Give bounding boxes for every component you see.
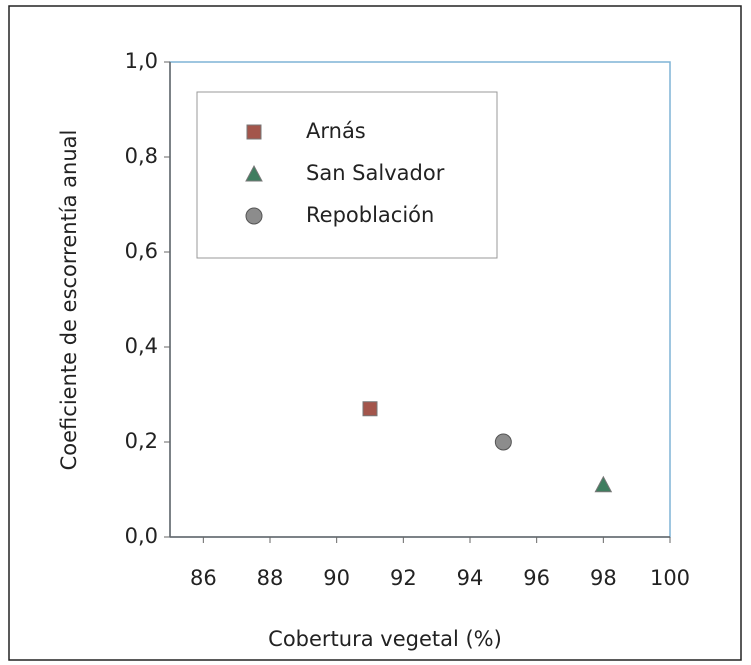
marker-triangle (245, 164, 263, 182)
legend-label: Repoblación (306, 203, 434, 227)
x-axis-label: Cobertura vegetal (%) (268, 627, 502, 651)
y-tick-label: 0,0 (125, 524, 158, 548)
legend-label: Arnás (306, 119, 366, 143)
y-tick-label: 0,2 (125, 429, 158, 453)
y-tick-label: 0,6 (125, 239, 158, 263)
marker-square (362, 401, 378, 417)
marker-square (246, 124, 262, 140)
marker-circle (245, 207, 263, 225)
y-tick-label: 0,8 (125, 144, 158, 168)
x-tick-label: 88 (257, 566, 284, 590)
x-tick-label: 92 (390, 566, 417, 590)
legend-box (196, 91, 498, 259)
y-tick-label: 1,0 (125, 49, 158, 73)
y-axis-label: Coeficiente de escorrentía anual (57, 130, 81, 471)
marker-triangle (594, 475, 613, 493)
legend-label: San Salvador (306, 161, 445, 185)
y-tick-label: 0,4 (125, 334, 158, 358)
x-tick-label: 98 (590, 566, 617, 590)
x-tick-label: 100 (650, 566, 690, 590)
x-tick-label: 86 (190, 566, 217, 590)
x-tick-label: 90 (323, 566, 350, 590)
x-tick-label: 96 (523, 566, 550, 590)
marker-circle (494, 433, 512, 451)
x-tick-label: 94 (457, 566, 484, 590)
